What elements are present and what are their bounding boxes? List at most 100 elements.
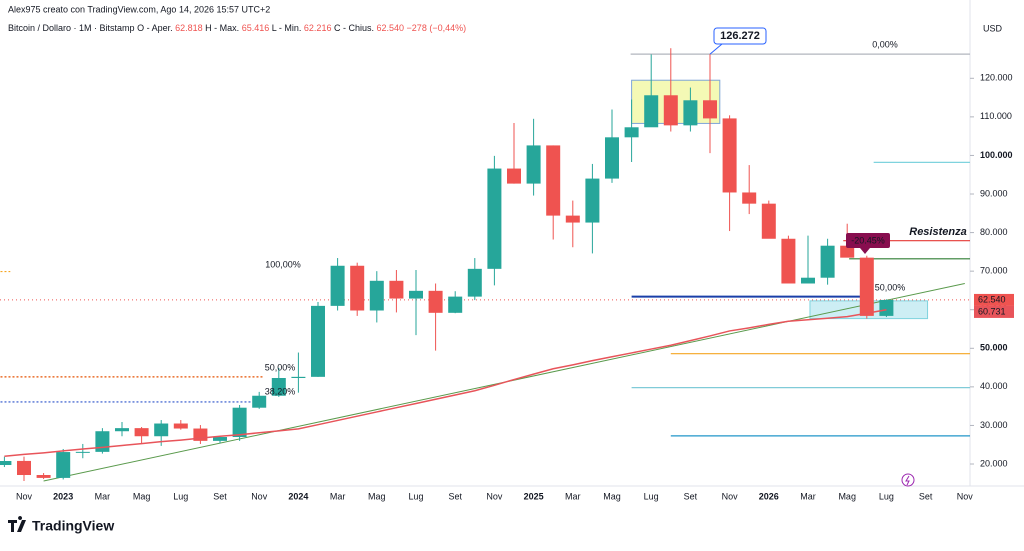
- candle-body: [173, 423, 188, 429]
- event-icon-bolt: [905, 475, 910, 486]
- x-tick-label: Set: [448, 491, 462, 501]
- callout-text: 126.272: [720, 30, 760, 42]
- candle-body: [232, 407, 247, 438]
- candle-body: [75, 451, 90, 453]
- candle-body: [448, 296, 463, 313]
- x-tick-label: Nov: [957, 491, 974, 501]
- callout-pointer: [709, 43, 723, 55]
- y-tick-label: 90.000: [980, 188, 1008, 198]
- y-tick-label: 110.000: [980, 111, 1012, 121]
- candle-body: [879, 299, 894, 316]
- candle-body: [17, 460, 31, 476]
- price-label: 60.731: [978, 306, 1006, 316]
- x-tick-label: Nov: [251, 491, 268, 501]
- y-tick-label: 80.000: [980, 227, 1008, 237]
- x-tick-label: 2024: [288, 491, 308, 501]
- x-tick-label: 2023: [53, 491, 73, 501]
- x-tick-label: Lug: [879, 491, 894, 501]
- candle-body: [801, 277, 815, 284]
- price-label-box: [974, 293, 1014, 306]
- author-line: Alex975 creato con TradingView.com, Ago …: [8, 4, 270, 14]
- brand-name: TradingView: [32, 518, 114, 534]
- candle-body: [428, 290, 443, 313]
- candle-body: [742, 192, 757, 204]
- header-part: L - Min.: [272, 23, 302, 33]
- candle-body: [409, 290, 423, 299]
- x-tick-label: Set: [684, 491, 698, 501]
- header-part: 65.416: [242, 23, 270, 33]
- brand: TradingView: [8, 516, 114, 534]
- x-tick-label: Mar: [95, 491, 111, 501]
- candle-body: [526, 145, 541, 184]
- y-tick-label: 20.000: [980, 458, 1008, 468]
- x-tick-label: Nov: [486, 491, 503, 501]
- x-tick-label: 2025: [524, 491, 544, 501]
- fib-label: 50,00%: [265, 362, 296, 372]
- x-tick-label: Mar: [800, 491, 816, 501]
- header-part: H - Max.: [205, 23, 239, 33]
- x-tick-label: Nov: [16, 491, 33, 501]
- y-tick-label: 40.000: [980, 381, 1008, 391]
- x-tick-label: 2026: [759, 491, 779, 501]
- candle-body: [271, 378, 286, 396]
- candle-body: [507, 168, 521, 184]
- x-tick-label: Set: [213, 491, 227, 501]
- candle-body: [605, 137, 619, 179]
- x-tick-label: Lug: [644, 491, 659, 501]
- candle-body: [624, 127, 639, 138]
- candle-body: [859, 257, 874, 316]
- candle-body: [467, 268, 482, 297]
- drop-label-box: [846, 233, 890, 248]
- header: Bitcoin / Dollaro · 1M · Bitstamp O - Ap…: [8, 23, 466, 33]
- drop-label: -20.45%: [851, 235, 885, 245]
- event-icon[interactable]: [901, 473, 915, 487]
- y-tick-label: 120.000: [980, 73, 1013, 83]
- currency: USD: [983, 23, 1003, 33]
- x-tick-label: Lug: [173, 491, 188, 501]
- x-tick-label: Mag: [368, 491, 386, 501]
- header-part: Bitcoin / Dollaro · 1M · Bitstamp: [8, 23, 135, 33]
- x-tick-label: Mar: [565, 491, 581, 501]
- candle-body: [154, 423, 169, 437]
- candle-body: [56, 452, 71, 478]
- x-tick-label: Set: [919, 491, 933, 501]
- header-part: 62.540: [377, 23, 405, 33]
- candle-body: [761, 203, 776, 239]
- candle-body: [820, 245, 835, 278]
- candle-body: [115, 428, 129, 432]
- header-part: 62.818: [175, 23, 203, 33]
- x-tick-label: Lug: [408, 491, 423, 501]
- candle-body: [252, 395, 267, 408]
- candle-body: [95, 431, 110, 452]
- candle-body: [644, 95, 659, 128]
- moving-average: [4, 308, 887, 458]
- candle-body: [36, 475, 51, 478]
- candle-body: [722, 118, 737, 193]
- x-tick-label: Mag: [603, 491, 621, 501]
- fib-label: 0,00%: [872, 39, 898, 49]
- x-tick-label: Mag: [133, 491, 151, 501]
- resistance-label: Resistenza: [909, 226, 966, 238]
- candle-body: [389, 280, 404, 299]
- candle-body: [350, 265, 365, 311]
- candle-body: [781, 238, 796, 284]
- header-part: 62.216: [304, 23, 332, 33]
- fib-label: 50,00%: [875, 282, 906, 292]
- candle-body: [487, 168, 502, 269]
- brand-logo: [8, 516, 26, 532]
- candle-body: [311, 305, 325, 377]
- candle-body: [663, 95, 678, 126]
- candle-body: [840, 245, 855, 258]
- candle-body: [369, 280, 384, 311]
- candle-body: [585, 178, 600, 223]
- candle-body: [703, 100, 717, 119]
- y-tick-label: 100.000: [980, 150, 1013, 160]
- fib-label: 38,20%: [265, 386, 296, 396]
- drop-label-arrow: [860, 248, 870, 254]
- candle-body: [0, 461, 12, 466]
- x-tick-label: Mag: [838, 491, 856, 501]
- candle-body: [213, 437, 227, 441]
- price-label-box: [974, 305, 1014, 318]
